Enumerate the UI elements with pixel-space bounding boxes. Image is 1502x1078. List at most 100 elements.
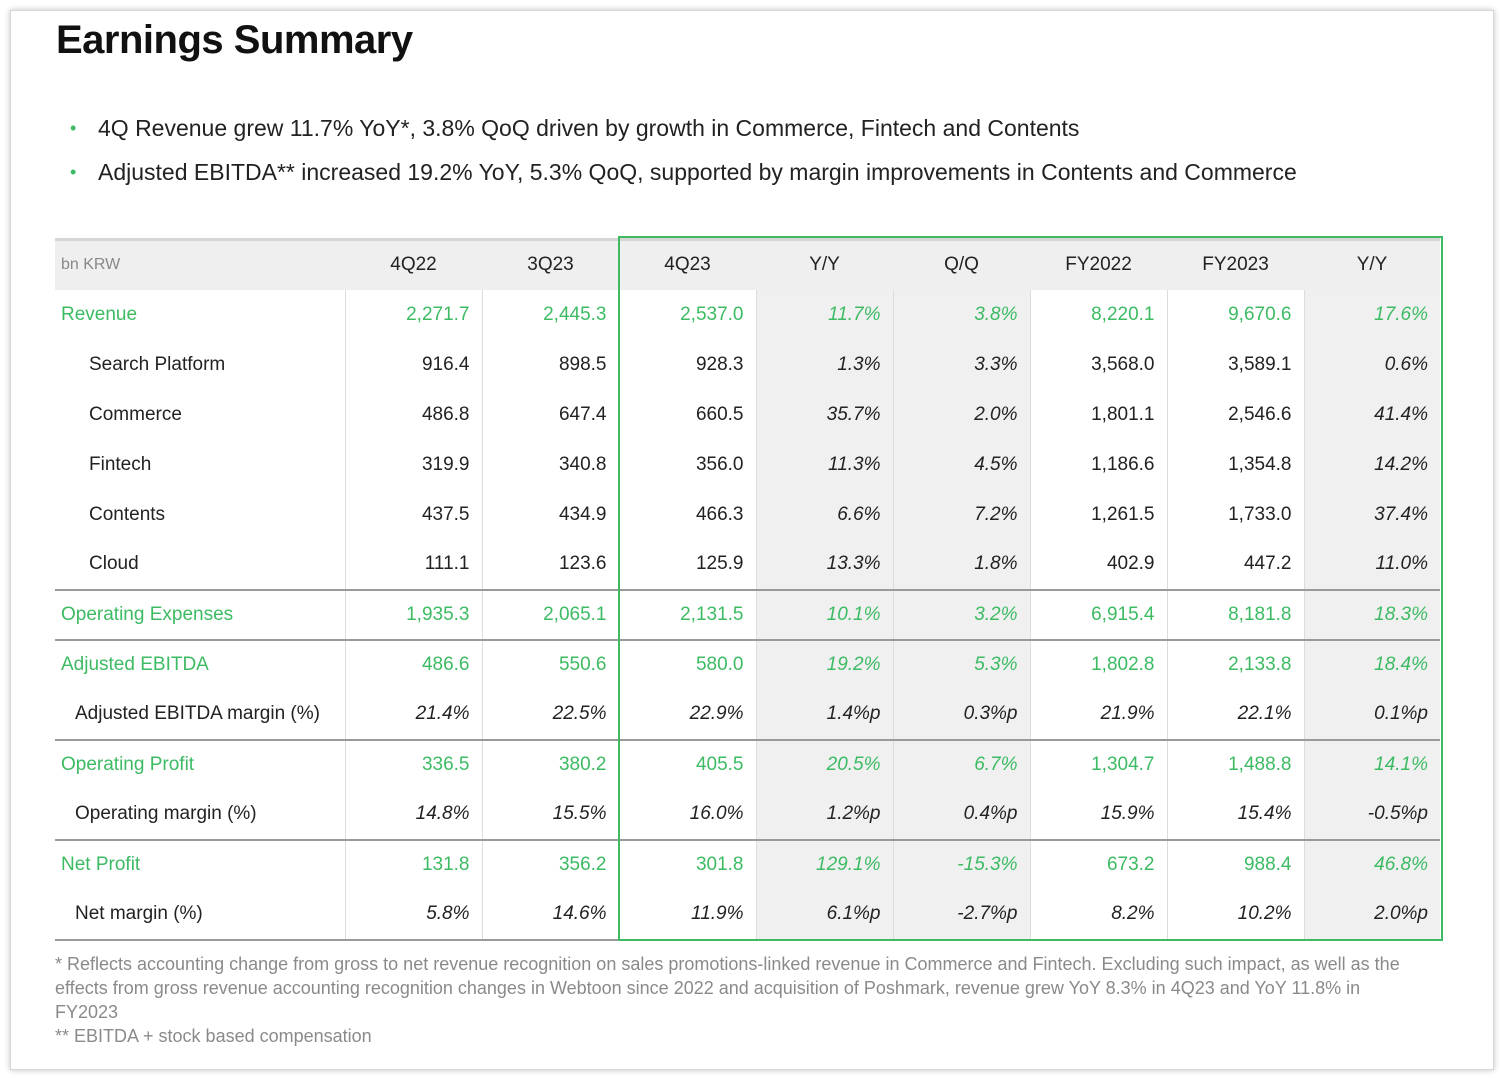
earnings-table: bn KRW 4Q22 3Q23 4Q23 Y/Y Q/Q FY2022 FY2023 Y/Y… [55,238,1440,941]
column-header: 3Q23 [482,238,619,290]
table-cell: 5.8% [344,889,482,941]
column-header: Q/Q [893,238,1030,290]
table-cell: 7.2% [892,489,1030,540]
table-cell: 37.4% [1303,489,1440,540]
table-row: Net Profit 131.8 356.2 301.8 129.1% -15.3% 673… [55,838,1440,890]
table-cell: 15.5% [481,789,619,840]
column-header: 4Q23 [619,238,756,290]
table-cell: 22.1% [1166,689,1304,740]
table-cell: 123.6 [481,539,619,590]
table-row: Revenue 2,271.7 2,445.3 2,537.0 11.7% 3.8% 8,2… [55,289,1440,340]
table-cell: 988.4 [1166,838,1304,890]
table-cell: 14.1% [1303,738,1440,790]
table-cell: 0.1%p [1303,689,1440,740]
table-cell: 15.9% [1029,789,1167,840]
table-cell: 434.9 [481,489,619,540]
table-cell: 486.6 [344,638,482,690]
table-cell: 14.6% [481,889,619,941]
table-cell: 3,568.0 [1029,339,1167,390]
table-cell: 129.1% [755,838,893,890]
table-cell: 2,546.6 [1166,389,1304,440]
table-cell: 550.6 [481,638,619,690]
table-header-row: bn KRW 4Q22 3Q23 4Q23 Y/Y Q/Q FY2022 FY2023 Y/Y [55,238,1440,290]
table-cell: 13.3% [755,539,893,590]
row-label: Cloud [89,553,139,574]
table-cell: 18.4% [1303,638,1440,690]
table-row: Operating Expenses 1,935.3 2,065.1 2,131.5 1… [55,588,1440,640]
table-cell: 21.9% [1029,689,1167,740]
table-cell: 22.5% [481,689,619,740]
table-cell: 437.5 [344,489,482,540]
row-label: Commerce [89,403,182,425]
table-cell: 1,186.6 [1029,439,1167,490]
table-cell: 356.2 [481,838,619,890]
summary-bullets: • 4Q Revenue grew 11.7% YoY*, 3.8% QoQ dr… [70,106,1297,194]
table-cell: 0.3%p [892,689,1030,740]
table-cell: 35.7% [755,389,893,440]
table-cell: 402.9 [1029,539,1167,590]
table-cell: 4.5% [892,439,1030,490]
table-cell: 2.0% [892,389,1030,440]
table-row: Contents 437.5 434.9 466.3 6.6% 7.2% 1,261.5 1,… [55,489,1440,540]
row-label: Net margin (%) [55,889,345,941]
table-cell: 22.9% [618,689,756,740]
table-cell: 14.2% [1303,439,1440,490]
table-cell: 580.0 [618,638,756,690]
row-label: Operating Profit [55,738,345,790]
table-cell: 319.9 [344,439,482,490]
table-cell: 301.8 [618,838,756,890]
table-cell: 1.2%p [755,789,893,840]
table-cell: 1.8% [892,539,1030,590]
table-cell: 647.4 [481,389,619,440]
table-cell: 10.2% [1166,889,1304,941]
row-label: Search Platform [89,353,226,375]
table-cell: 8,220.1 [1029,289,1167,340]
row-label: Revenue [61,303,138,325]
table-cell: 11.0% [1303,539,1440,590]
table-cell: 0.4%p [892,789,1030,840]
table-cell: 2,131.5 [618,588,756,640]
table-cell: 46.8% [1303,838,1440,890]
row-label: Fintech [89,453,152,475]
table-cell: -2.7%p [892,889,1030,941]
table-cell: 41.4% [1303,389,1440,440]
bullet-dot-icon: • [70,162,77,182]
table-cell: 660.5 [618,389,756,440]
table-row: Operating margin (%) 14.8% 15.5% 16.0% 1.2%p… [55,789,1440,840]
table-cell: 11.9% [618,889,756,941]
table-cell: 1,488.8 [1166,738,1304,790]
table-cell: 1,304.7 [1029,738,1167,790]
footnote-1: * Reflects accounting change from gross … [55,954,1400,1022]
table-row: Search Platform 916.4 898.5 928.3 1.3% 3.3% 3,… [55,339,1440,390]
bullet-text: 4Q Revenue grew 11.7% YoY*, 3.8% QoQ dri… [98,115,1080,141]
bullet-item: • 4Q Revenue grew 11.7% YoY*, 3.8% QoQ dr… [70,106,1297,150]
table-row: Fintech 319.9 340.8 356.0 11.3% 4.5% 1,186.6 1,… [55,439,1440,490]
table-cell: 405.5 [618,738,756,790]
column-header: FY2023 [1167,238,1304,290]
table-cell: 5.3% [892,638,1030,690]
table-cell: 21.4% [344,689,482,740]
table-cell: 18.3% [1303,588,1440,640]
table-cell: 14.8% [344,789,482,840]
table-cell: 3.8% [892,289,1030,340]
table-cell: 1.3% [755,339,893,390]
row-label: Adjusted EBITDA [55,638,345,690]
table-row: Commerce 486.8 647.4 660.5 35.7% 2.0% 1,801.1 2… [55,389,1440,440]
row-label: Net Profit [55,838,345,890]
table-cell: 19.2% [755,638,893,690]
row-label: Contents [89,503,166,525]
column-header: 4Q22 [345,238,482,290]
table-cell: 0.6% [1303,339,1440,390]
table-cell: 2,537.0 [618,289,756,340]
table-cell: 20.5% [755,738,893,790]
table-cell: 17.6% [1303,289,1440,340]
table-cell: 1,802.8 [1029,638,1167,690]
footnotes: * Reflects accounting change from gross … [55,952,1425,1048]
column-header: FY2022 [1030,238,1167,290]
bullet-dot-icon: • [70,118,77,138]
table-cell: 2,133.8 [1166,638,1304,690]
table-row: Adjusted EBITDA 486.6 550.6 580.0 19.2% 5.3% 1… [55,638,1440,690]
table-cell: 1,354.8 [1166,439,1304,490]
table-cell: -15.3% [892,838,1030,890]
table-row: Operating Profit 336.5 380.2 405.5 20.5% 6.7%… [55,738,1440,790]
